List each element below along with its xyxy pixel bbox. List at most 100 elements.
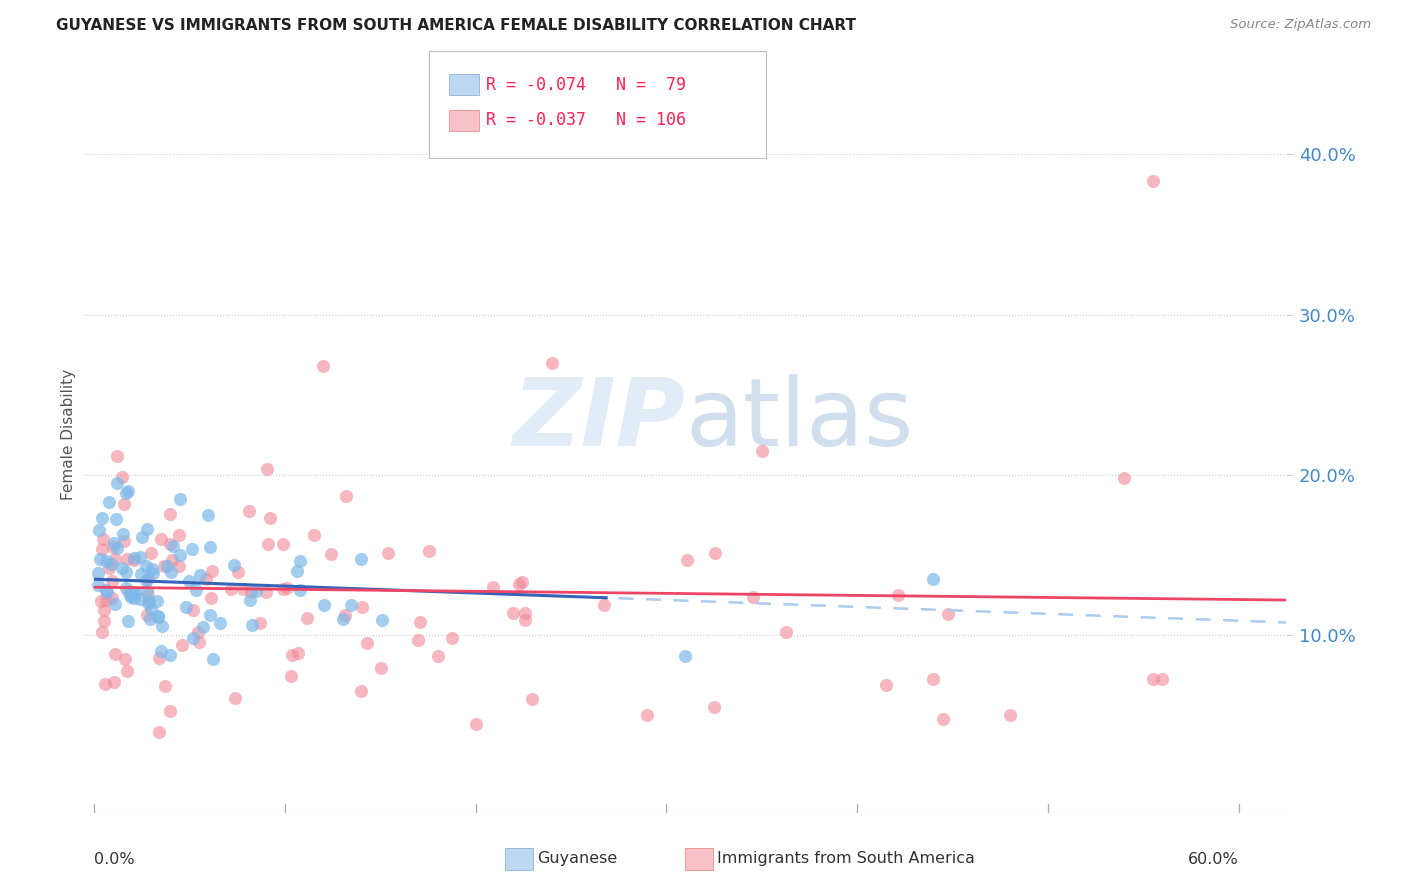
Point: [169, 548, 191, 562]
Point: [148, 650, 170, 665]
Point: [703, 546, 725, 560]
Point: [100, 557, 122, 571]
Text: ZIP: ZIP: [513, 374, 686, 466]
Point: [187, 625, 209, 640]
Point: [159, 648, 181, 662]
Point: [115, 565, 138, 579]
Point: [146, 594, 169, 608]
Point: [136, 588, 159, 602]
Point: [271, 537, 294, 551]
Text: Guyanese: Guyanese: [537, 851, 617, 865]
Point: [440, 632, 463, 646]
Point: [887, 588, 910, 602]
Point: [117, 583, 139, 598]
Point: [356, 636, 378, 650]
Point: [159, 704, 181, 718]
Point: [104, 648, 127, 662]
Point: [188, 635, 211, 649]
Point: [131, 530, 153, 544]
Point: [406, 633, 429, 648]
Point: [239, 592, 262, 607]
Point: [312, 598, 335, 612]
Point: [93, 603, 115, 617]
Point: [998, 708, 1021, 723]
Point: [332, 612, 354, 626]
Point: [112, 497, 135, 511]
Point: [249, 615, 271, 630]
Point: [135, 573, 157, 587]
Point: [122, 553, 145, 567]
Point: [513, 607, 536, 621]
Point: [91, 511, 114, 525]
Point: [508, 577, 530, 591]
Point: [259, 511, 281, 525]
Point: [141, 562, 163, 576]
Point: [117, 483, 139, 498]
Point: [932, 712, 955, 726]
Point: [103, 536, 125, 550]
Point: [1142, 672, 1164, 686]
Point: [1142, 174, 1164, 188]
Point: [136, 596, 159, 610]
Point: [922, 572, 945, 586]
Point: [636, 708, 658, 723]
Point: [94, 582, 117, 597]
Point: [122, 591, 145, 605]
Point: [195, 573, 218, 587]
Point: [350, 552, 373, 566]
Point: [136, 572, 159, 586]
Point: [703, 700, 725, 714]
Point: [186, 582, 208, 597]
Point: [169, 491, 191, 506]
Y-axis label: Female Disability: Female Disability: [60, 369, 76, 500]
Point: [232, 582, 254, 597]
Text: Immigrants from South America: Immigrants from South America: [717, 851, 974, 865]
Point: [177, 574, 200, 588]
Point: [180, 542, 202, 557]
Point: [418, 544, 440, 558]
Point: [118, 588, 141, 602]
Point: [1152, 672, 1174, 686]
Point: [276, 581, 298, 595]
Point: [139, 546, 162, 560]
Point: [111, 561, 134, 575]
Point: [350, 600, 373, 615]
Point: [936, 607, 959, 622]
Point: [138, 594, 160, 608]
Point: [93, 532, 115, 546]
Point: [148, 724, 170, 739]
Point: [105, 449, 128, 463]
Point: [340, 598, 363, 612]
Point: [153, 559, 176, 574]
Point: [146, 608, 169, 623]
Point: [93, 614, 115, 628]
Point: [288, 554, 311, 568]
Point: [91, 624, 114, 639]
Point: [129, 566, 152, 581]
Point: [222, 558, 245, 572]
Point: [513, 613, 536, 627]
Point: [676, 553, 699, 567]
Point: [540, 356, 562, 370]
Point: [409, 615, 432, 630]
Point: [105, 541, 128, 556]
Point: [188, 568, 211, 582]
Point: [87, 523, 110, 537]
Point: [238, 504, 260, 518]
Point: [105, 511, 128, 525]
Point: [290, 583, 312, 598]
Point: [149, 644, 172, 658]
Point: [87, 566, 110, 580]
Point: [321, 547, 343, 561]
Point: [101, 574, 124, 588]
Point: [281, 648, 304, 663]
Point: [146, 610, 169, 624]
Point: [162, 540, 184, 554]
Point: [105, 475, 128, 490]
Point: [98, 561, 121, 575]
Point: [117, 614, 139, 628]
Point: [256, 462, 278, 476]
Point: [512, 574, 534, 589]
Point: [200, 591, 222, 605]
Point: [128, 549, 150, 564]
